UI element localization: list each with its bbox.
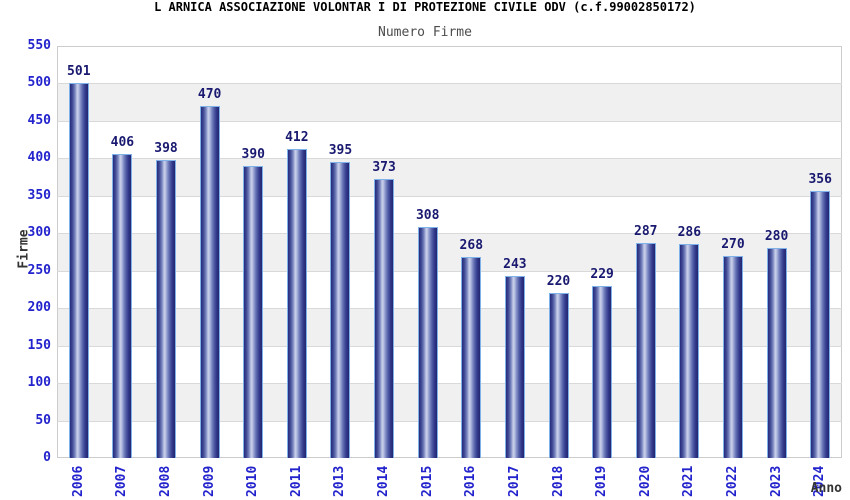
bar-2007: [112, 153, 133, 458]
x-tick-label: 2009: [201, 465, 217, 497]
bar-value-label: 373: [372, 159, 396, 175]
gridline: [57, 233, 842, 235]
bar-value-label: 268: [459, 238, 484, 254]
x-tick-label: 2022: [724, 465, 740, 497]
gridline: [57, 383, 842, 385]
bar-2010: [243, 165, 264, 458]
y-tick-label: 350: [27, 187, 51, 203]
y-tick-label: 400: [27, 150, 51, 166]
bar-2017: [504, 275, 525, 458]
bar-2021: [679, 243, 700, 458]
bar-value-label: 412: [285, 130, 309, 146]
bar-value-label: 501: [67, 63, 91, 79]
bar-2015: [417, 227, 438, 458]
x-tick-label: 2010: [245, 465, 261, 497]
x-tick-label: 2016: [463, 465, 479, 497]
bar-value-label: 308: [415, 208, 440, 224]
y-tick-label: 300: [27, 225, 51, 241]
plot-band: [57, 83, 842, 121]
x-tick-label: 2023: [768, 465, 784, 497]
x-tick-label: 2017: [506, 465, 522, 497]
gridline: [57, 120, 842, 122]
x-tick-label: 2015: [419, 465, 435, 497]
x-tick-label: 2006: [70, 465, 86, 497]
bar-2018: [548, 293, 569, 458]
x-tick-label: 2011: [288, 465, 304, 497]
x-tick-label: 2014: [376, 465, 392, 497]
gridline: [57, 83, 842, 85]
gridline: [57, 345, 842, 347]
x-tick-label: 2007: [114, 465, 130, 497]
bar-2011: [286, 149, 307, 458]
gridline: [57, 195, 842, 197]
x-axis-label: Anno: [810, 481, 842, 496]
bar-value-label: 390: [241, 146, 265, 162]
chart-title: L ARNICA ASSOCIAZIONE VOLONTAR I DI PROT…: [154, 0, 696, 14]
bar-2020: [635, 243, 656, 458]
bar-value-label: 270: [721, 236, 745, 252]
plot-band: [57, 308, 842, 346]
bar-value-label: 286: [677, 224, 702, 240]
x-tick-label: 2013: [332, 465, 348, 497]
bar-value-label: 406: [110, 134, 135, 150]
bar-2024: [810, 191, 831, 458]
bar-value-label: 243: [503, 256, 527, 272]
y-tick-label: 250: [27, 262, 51, 278]
bar-2016: [461, 257, 482, 458]
y-tick-label: 150: [27, 337, 51, 353]
bar-value-label: 220: [546, 274, 571, 290]
bar-value-label: 395: [328, 143, 353, 159]
bar-2009: [199, 105, 220, 458]
y-tick-label: 100: [27, 375, 51, 391]
x-tick-label: 2019: [594, 465, 610, 497]
gridline: [57, 308, 842, 310]
y-tick-label: 200: [27, 300, 51, 316]
y-tick-label: 50: [35, 412, 51, 428]
gridline: [57, 158, 842, 160]
y-tick-label: 550: [27, 38, 51, 53]
plot-band: [57, 158, 842, 196]
gridline: [57, 270, 842, 272]
chart-subtitle: Numero Firme: [378, 25, 472, 40]
gridline: [57, 420, 842, 422]
y-tick-label: 450: [27, 112, 51, 128]
x-tick-label: 2021: [681, 465, 697, 497]
bar-2023: [766, 248, 787, 458]
bar-2008: [156, 159, 177, 458]
bar-2013: [330, 162, 351, 458]
x-tick-label: 2018: [550, 465, 566, 497]
y-tick-label: 500: [27, 75, 51, 91]
bar-2019: [592, 286, 613, 458]
bar-2006: [68, 82, 89, 458]
bar-value-label: 356: [808, 172, 832, 188]
bar-2022: [722, 255, 743, 458]
bar-value-label: 470: [197, 86, 222, 102]
bar-value-label: 280: [764, 229, 789, 245]
bar-value-label: 398: [154, 140, 178, 156]
plot-band: [57, 383, 842, 421]
x-tick-label: 2020: [637, 465, 653, 497]
bar-value-label: 287: [634, 224, 658, 239]
bar-value-label: 229: [590, 267, 614, 283]
plot-border: [57, 46, 842, 458]
x-tick-label: 2008: [158, 465, 174, 497]
y-tick-label: 0: [43, 450, 51, 465]
plot-band: [57, 233, 842, 271]
bar-2014: [374, 178, 395, 458]
